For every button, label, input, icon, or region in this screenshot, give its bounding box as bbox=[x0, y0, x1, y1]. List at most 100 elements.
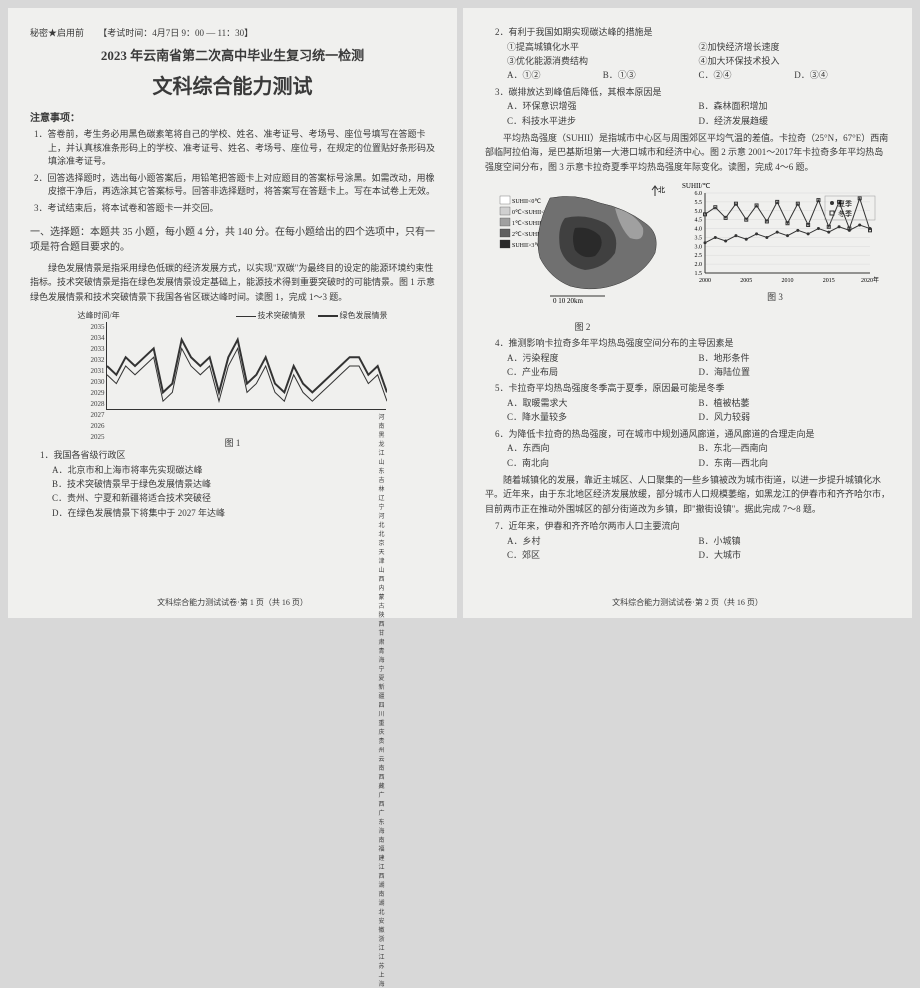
legend-tech: 技术突破情景 bbox=[236, 310, 306, 321]
svg-text:冬季: 冬季 bbox=[838, 209, 852, 218]
svg-text:2020年: 2020年 bbox=[861, 276, 879, 284]
chart-svg bbox=[107, 322, 387, 410]
chart-legend: 技术突破情景 绿色发展情景 bbox=[226, 310, 388, 321]
svg-text:2.0: 2.0 bbox=[695, 262, 703, 268]
svg-text:5.5: 5.5 bbox=[695, 200, 703, 206]
q4-b: B．地形条件 bbox=[699, 351, 891, 365]
q4-options: A．污染程度B．地形条件 C．产业布局D．海陆位置 bbox=[485, 351, 890, 380]
q2-m1: ①提高城镇化水平 bbox=[507, 40, 699, 54]
fig2-label: 图 2 bbox=[495, 320, 670, 333]
notice-2: 2．回答选择题时，选出每小题答案后，用铅笔把答题卡上对应题目的答案标号涂黑。如需… bbox=[30, 172, 435, 199]
q2-m3: ③优化能源消费结构 bbox=[507, 54, 699, 68]
q6-b: B．东北—西南向 bbox=[699, 441, 891, 455]
q3-stem: 3．碳排放达到峰值后降低，其根本原因是 bbox=[485, 86, 890, 100]
svg-text:2010: 2010 bbox=[782, 278, 794, 284]
q5-c: C．降水量较多 bbox=[507, 410, 699, 424]
chart-xticks: 河南黑龙江山东吉林辽宁河北北京天津山西内蒙古陕西甘肃青海宁夏新疆四川重庆贵州云南… bbox=[106, 412, 386, 430]
q7-a: A．乡村 bbox=[507, 534, 699, 548]
fig3-label: 图 3 bbox=[670, 290, 880, 303]
q6-options: A．东西向B．东北—西南向 C．南北向D．东南—西北向 bbox=[485, 441, 890, 470]
q4-c: C．产业布局 bbox=[507, 365, 699, 379]
notice-1: 1．答卷前，考生务必用黑色碳素笔将自己的学校、姓名、准考证号、考场号、座位号填写… bbox=[30, 128, 435, 169]
svg-text:SUHII<0℃: SUHII<0℃ bbox=[512, 199, 541, 205]
q2-d: D．③④ bbox=[794, 68, 890, 82]
title-subject: 文科综合能力测试 bbox=[30, 70, 435, 99]
q1-stem: 1．我国各省级行政区 bbox=[30, 449, 435, 463]
intro-paragraph-3: 随着城镇化的发展，靠近主城区、人口聚集的一些乡镇被改为城市街道，以进一步提升城镇… bbox=[485, 473, 890, 516]
confidential-header: 秘密★启用前 【考试时间：4月7日 9：00 — 11：30】 bbox=[30, 26, 435, 39]
q3-options: A．环保意识增强B．森林面积增加 C．科技水平进步D．经济发展趋缓 bbox=[485, 99, 890, 128]
svg-text:5.0: 5.0 bbox=[695, 209, 703, 215]
notice-3: 3．考试结束后，将本试卷和答题卡一并交回。 bbox=[30, 202, 435, 216]
question-2: 2．有利于我国如期实现碳达峰的措施是 ①提高城镇化水平 ②加快经济增长速度 ③优… bbox=[485, 26, 890, 83]
linechart-svg: SUHII/℃ 6.0 5.5 5.0 4.5 4.0 3.5 3.0 2.5 2.0 1.5 2… bbox=[680, 178, 880, 288]
linechart-box: SUHII/℃ 6.0 5.5 5.0 4.5 4.0 3.5 3.0 2.5 2.0 1.5 2… bbox=[680, 178, 880, 288]
notice-header: 注意事项： bbox=[30, 109, 435, 124]
q4-stem: 4．推测影响卡拉奇多年平均热岛强度空间分布的主导因素是 bbox=[485, 337, 890, 351]
q7-options: A．乡村B．小城镇 C．郊区D．大城市 bbox=[485, 534, 890, 563]
svg-text:1.5: 1.5 bbox=[695, 271, 703, 277]
question-5: 5．卡拉奇平均热岛强度冬季高于夏季，原因最可能是冬季 A．取暖需求大B．植被枯萎… bbox=[485, 382, 890, 424]
svg-text:4.5: 4.5 bbox=[695, 218, 703, 224]
q1-options: A．北京市和上海市将率先实现碳达峰 B．技术突破情景早于绿色发展情景达峰 C．贵… bbox=[30, 463, 435, 521]
figure-row: SUHII<0℃0℃<SUHII<1℃1℃<SUHII<2℃2℃<SUHII<3… bbox=[485, 178, 890, 333]
q2-measures: ①提高城镇化水平 ②加快经济增长速度 ③优化能源消费结构 ④加大环保技术投入 A… bbox=[485, 40, 890, 83]
q5-b: B．植被枯萎 bbox=[699, 396, 891, 410]
q6-a: A．东西向 bbox=[507, 441, 699, 455]
q5-options: A．取暖需求大B．植被枯萎 C．降水量较多D．风力较弱 bbox=[485, 396, 890, 425]
q4-a: A．污染程度 bbox=[507, 351, 699, 365]
q2-stem: 2．有利于我国如期实现碳达峰的措施是 bbox=[485, 26, 890, 40]
map-svg: SUHII<0℃0℃<SUHII<1℃1℃<SUHII<2℃2℃<SUHII<3… bbox=[495, 178, 670, 318]
svg-text:夏季: 夏季 bbox=[838, 199, 852, 208]
title-province: 2023 年云南省第二次高中毕业生复习统一检测 bbox=[30, 45, 435, 64]
question-3: 3．碳排放达到峰值后降低，其根本原因是 A．环保意识增强B．森林面积增加 C．科… bbox=[485, 86, 890, 128]
question-6: 6．为降低卡拉奇的热岛强度，可在城市中规划通风廊道，通风廊道的合理走向是 A．东… bbox=[485, 428, 890, 470]
svg-text:4.0: 4.0 bbox=[695, 227, 703, 233]
q2-m4: ④加大环保技术投入 bbox=[699, 54, 891, 68]
svg-text:2.5: 2.5 bbox=[695, 253, 703, 259]
q5-d: D．风力较弱 bbox=[699, 410, 891, 424]
q6-d: D．东南—西北向 bbox=[699, 456, 891, 470]
page-2: 2．有利于我国如期实现碳达峰的措施是 ①提高城镇化水平 ②加快经济增长速度 ③优… bbox=[463, 8, 912, 618]
svg-text:2015: 2015 bbox=[823, 278, 835, 284]
svg-text:3.0: 3.0 bbox=[695, 244, 703, 250]
q3-d: D．经济发展趋缓 bbox=[699, 114, 891, 128]
svg-text:2005: 2005 bbox=[740, 278, 752, 284]
lc-ylabel: SUHII/℃ bbox=[682, 182, 711, 190]
q6-stem: 6．为降低卡拉奇的热岛强度，可在城市中规划通风廊道，通风廊道的合理走向是 bbox=[485, 428, 890, 442]
chart-1: 达峰时间/年 技术突破情景 绿色发展情景 2035203420332032203… bbox=[78, 310, 388, 430]
exam-time: 【考试时间：4月7日 9：00 — 11：30】 bbox=[98, 28, 253, 38]
question-4: 4．推测影响卡拉奇多年平均热岛强度空间分布的主导因素是 A．污染程度B．地形条件… bbox=[485, 337, 890, 379]
footer-2: 文科综合能力测试试卷·第 2 页（共 16 页） bbox=[463, 597, 912, 608]
q2-b: B．①③ bbox=[603, 68, 699, 82]
q7-c: C．郊区 bbox=[507, 548, 699, 562]
confidential-label: 秘密★启用前 bbox=[30, 28, 84, 38]
question-1: 1．我国各省级行政区 A．北京市和上海市将率先实现碳达峰 B．技术突破情景早于绿… bbox=[30, 449, 435, 520]
q2-c: C．②④ bbox=[699, 68, 795, 82]
map-scale: 0 10 20km bbox=[553, 297, 584, 305]
svg-text:北: 北 bbox=[658, 186, 665, 194]
question-7: 7．近年来，伊春和齐齐哈尔两市人口主要流向 A．乡村B．小城镇 C．郊区D．大城… bbox=[485, 520, 890, 562]
chart-yticks: 2035203420332032203120302029202820272026… bbox=[79, 322, 105, 443]
footer-1: 文科综合能力测试试卷·第 1 页（共 16 页） bbox=[8, 597, 457, 608]
map-box: SUHII<0℃0℃<SUHII<1℃1℃<SUHII<2℃2℃<SUHII<3… bbox=[495, 178, 670, 318]
section-1-header: 一、选择题：本题共 35 小题，每小题 4 分，共 140 分。在每小题给出的四… bbox=[30, 225, 435, 255]
fig2-col: SUHII<0℃0℃<SUHII<1℃1℃<SUHII<2℃2℃<SUHII<3… bbox=[495, 178, 670, 333]
page-1: 秘密★启用前 【考试时间：4月7日 9：00 — 11：30】 2023 年云南… bbox=[8, 8, 457, 618]
intro-paragraph-1: 绿色发展情景是指采用绿色低碳的经济发展方式，以实现"双碳"为最终目的设定的能源环… bbox=[30, 261, 435, 304]
svg-text:3.5: 3.5 bbox=[695, 236, 703, 242]
intro-paragraph-2: 平均热岛强度（SUHII）是指城市中心区与周围郊区平均气温的差值。卡拉奇（25°… bbox=[485, 131, 890, 174]
q7-stem: 7．近年来，伊春和齐齐哈尔两市人口主要流向 bbox=[485, 520, 890, 534]
svg-text:SUHII>3℃: SUHII>3℃ bbox=[512, 243, 541, 249]
q2-a: A．①② bbox=[507, 68, 603, 82]
q3-a: A．环保意识增强 bbox=[507, 99, 699, 113]
q5-a: A．取暖需求大 bbox=[507, 396, 699, 410]
q3-c: C．科技水平进步 bbox=[507, 114, 699, 128]
q3-b: B．森林面积增加 bbox=[699, 99, 891, 113]
svg-text:6.0: 6.0 bbox=[695, 191, 703, 197]
chart-plot-area: 2035203420332032203120302029202820272026… bbox=[106, 322, 386, 410]
fig3-col: SUHII/℃ 6.0 5.5 5.0 4.5 4.0 3.5 3.0 2.5 2.0 1.5 2… bbox=[670, 178, 880, 333]
q7-d: D．大城市 bbox=[699, 548, 891, 562]
chart-ylabel: 达峰时间/年 bbox=[78, 310, 120, 321]
svg-text:2000: 2000 bbox=[699, 278, 711, 284]
